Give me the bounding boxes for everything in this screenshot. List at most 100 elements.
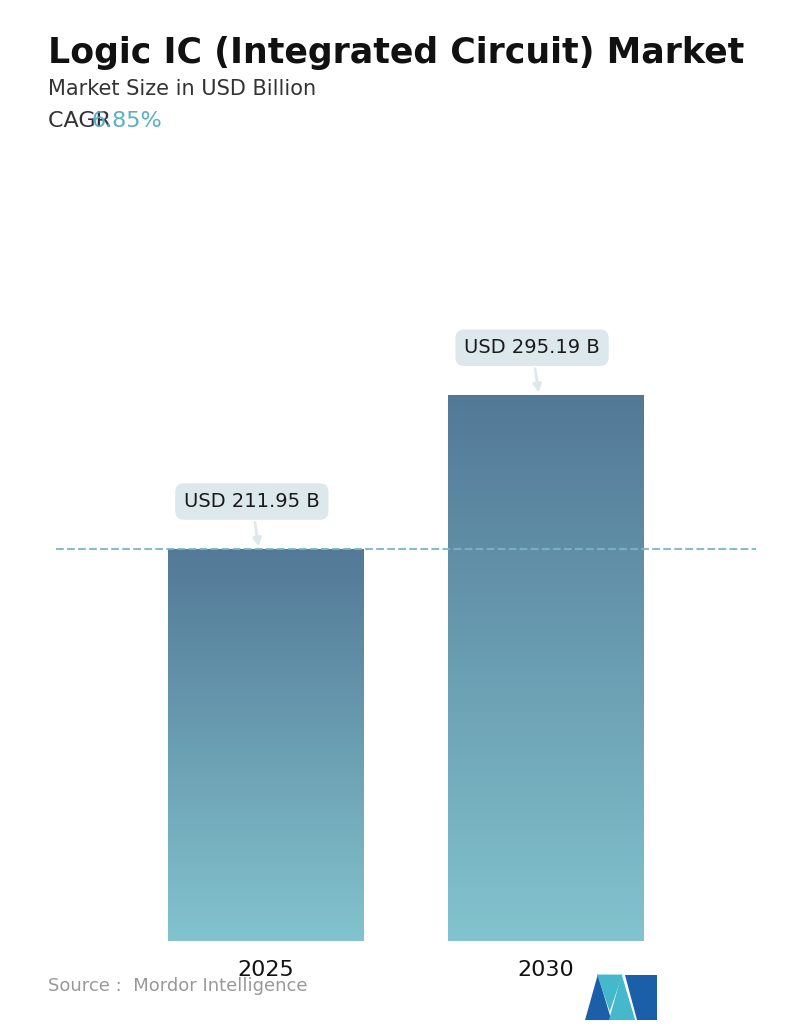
Bar bbox=[448, 713, 644, 716]
Bar bbox=[168, 811, 364, 812]
Bar bbox=[448, 697, 644, 699]
Bar bbox=[448, 668, 644, 670]
Bar bbox=[168, 792, 364, 793]
Bar bbox=[168, 594, 364, 595]
Bar bbox=[168, 872, 364, 873]
Bar bbox=[448, 679, 644, 681]
Bar bbox=[168, 912, 364, 913]
Bar bbox=[448, 936, 644, 937]
Bar bbox=[448, 870, 644, 872]
Bar bbox=[168, 803, 364, 805]
Bar bbox=[168, 588, 364, 589]
Bar bbox=[448, 476, 644, 478]
Bar bbox=[168, 813, 364, 815]
Bar bbox=[448, 734, 644, 735]
Bar bbox=[448, 579, 644, 581]
Bar bbox=[168, 569, 364, 570]
Bar bbox=[168, 591, 364, 592]
Bar bbox=[168, 776, 364, 777]
Bar bbox=[168, 673, 364, 674]
Bar bbox=[168, 835, 364, 837]
Bar bbox=[448, 725, 644, 726]
Bar bbox=[448, 752, 644, 754]
Bar bbox=[168, 699, 364, 701]
Bar bbox=[448, 426, 644, 428]
Bar bbox=[168, 752, 364, 753]
Bar bbox=[448, 768, 644, 770]
Bar bbox=[448, 801, 644, 802]
Bar bbox=[168, 772, 364, 773]
Bar bbox=[448, 696, 644, 697]
Bar bbox=[448, 466, 644, 468]
Bar bbox=[168, 674, 364, 676]
Bar bbox=[168, 643, 364, 644]
Bar bbox=[448, 817, 644, 819]
Bar bbox=[448, 770, 644, 771]
Bar bbox=[448, 799, 644, 801]
Bar bbox=[448, 797, 644, 799]
Bar bbox=[168, 857, 364, 858]
Bar bbox=[448, 510, 644, 512]
Bar bbox=[168, 767, 364, 768]
Bar bbox=[448, 543, 644, 545]
Bar bbox=[168, 736, 364, 737]
Bar bbox=[448, 723, 644, 725]
Bar bbox=[168, 910, 364, 911]
Text: CAGR: CAGR bbox=[48, 111, 118, 130]
Bar bbox=[168, 718, 364, 719]
Bar bbox=[168, 791, 364, 792]
Bar bbox=[168, 748, 364, 749]
Bar bbox=[168, 618, 364, 619]
Bar bbox=[168, 564, 364, 565]
Bar bbox=[448, 526, 644, 528]
Bar bbox=[448, 508, 644, 510]
Text: Logic IC (Integrated Circuit) Market: Logic IC (Integrated Circuit) Market bbox=[48, 36, 744, 70]
Bar bbox=[448, 651, 644, 653]
Bar bbox=[168, 732, 364, 733]
Bar bbox=[168, 852, 364, 853]
Bar bbox=[168, 629, 364, 630]
Bar bbox=[448, 672, 644, 673]
Bar bbox=[168, 668, 364, 669]
Bar bbox=[448, 432, 644, 433]
Bar bbox=[448, 666, 644, 668]
Bar bbox=[448, 581, 644, 583]
Bar bbox=[168, 574, 364, 575]
Bar bbox=[448, 653, 644, 656]
Bar bbox=[448, 862, 644, 864]
Bar bbox=[168, 647, 364, 648]
Bar bbox=[448, 716, 644, 718]
Bar bbox=[448, 735, 644, 737]
Bar bbox=[448, 848, 644, 850]
Bar bbox=[448, 855, 644, 857]
Bar bbox=[168, 649, 364, 651]
Bar bbox=[168, 913, 364, 915]
Bar bbox=[168, 676, 364, 677]
Bar bbox=[448, 433, 644, 435]
Bar bbox=[168, 641, 364, 642]
Bar bbox=[168, 861, 364, 862]
Bar bbox=[168, 742, 364, 743]
Bar bbox=[448, 584, 644, 586]
Polygon shape bbox=[585, 974, 611, 1020]
Bar bbox=[448, 567, 644, 568]
Bar bbox=[448, 898, 644, 900]
Bar bbox=[168, 938, 364, 940]
Bar bbox=[448, 792, 644, 794]
Bar bbox=[448, 802, 644, 804]
Bar bbox=[448, 601, 644, 603]
Bar bbox=[448, 615, 644, 617]
Bar bbox=[448, 455, 644, 457]
Bar bbox=[168, 613, 364, 614]
Bar bbox=[448, 788, 644, 790]
Text: USD 211.95 B: USD 211.95 B bbox=[184, 492, 320, 544]
Bar bbox=[448, 776, 644, 778]
Bar bbox=[168, 846, 364, 847]
Bar bbox=[448, 677, 644, 679]
Bar bbox=[448, 816, 644, 817]
Bar bbox=[448, 503, 644, 505]
Bar bbox=[168, 638, 364, 639]
Bar bbox=[168, 553, 364, 554]
Bar bbox=[168, 708, 364, 710]
Bar bbox=[448, 419, 644, 421]
